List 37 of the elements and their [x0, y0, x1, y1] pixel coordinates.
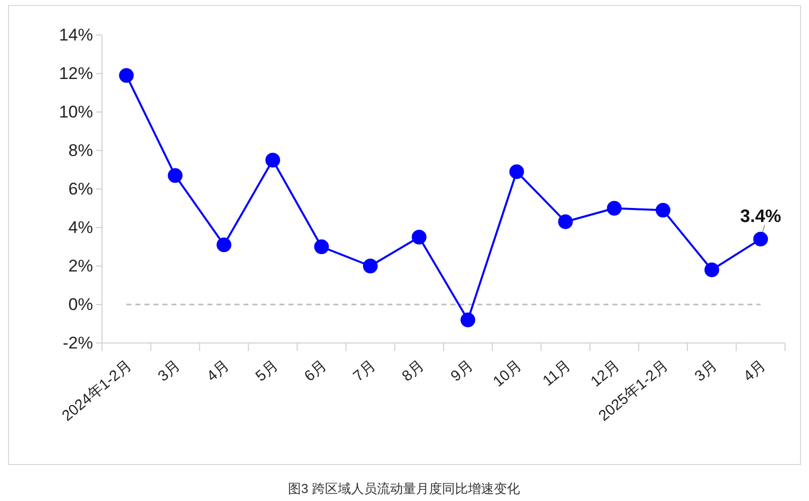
x-tick-label: 12月: [588, 357, 623, 390]
y-tick-label: 8%: [68, 140, 93, 160]
point: [412, 230, 426, 244]
text: 图3 跨区域人员流动量月度同比增速变化: [288, 481, 520, 496]
point: [606, 200, 622, 216]
x-tick-label: 7月: [350, 357, 379, 386]
point: [558, 214, 573, 230]
point: [119, 68, 134, 83]
point: [216, 237, 232, 252]
point: [753, 232, 768, 246]
annotation: 3.4%: [740, 206, 782, 226]
y-tick-label: 6%: [68, 179, 93, 198]
y-tick-label: 14%: [58, 25, 93, 44]
x-tick-label: 5月: [252, 357, 282, 386]
x-tick-label: 3月: [692, 357, 720, 386]
point: [314, 239, 329, 254]
point: [460, 312, 476, 328]
y-tick-label: -2%: [62, 333, 93, 352]
y-tick-label: 12%: [58, 64, 93, 83]
y-tick-label: 10%: [58, 102, 93, 122]
point: [704, 262, 720, 278]
point: [509, 164, 524, 180]
x-tick-label: 10月: [490, 357, 526, 390]
point: [168, 168, 183, 183]
x-tick-label: 6月: [301, 357, 330, 386]
point: [656, 202, 670, 218]
x-tick-label: 3月: [154, 357, 184, 386]
x-tick-label: 4月: [204, 357, 233, 386]
y-tick-label: 2%: [68, 256, 93, 276]
x-tick-label: 11月: [540, 357, 574, 390]
y-tick-label: 4%: [68, 218, 93, 237]
point: [362, 258, 378, 274]
point: [265, 152, 280, 168]
x-tick-label: 8月: [398, 357, 428, 386]
x-tick-label: 4月: [740, 357, 770, 386]
x-tick-label: 9月: [448, 357, 476, 386]
y-tick-label: 0%: [68, 294, 93, 314]
